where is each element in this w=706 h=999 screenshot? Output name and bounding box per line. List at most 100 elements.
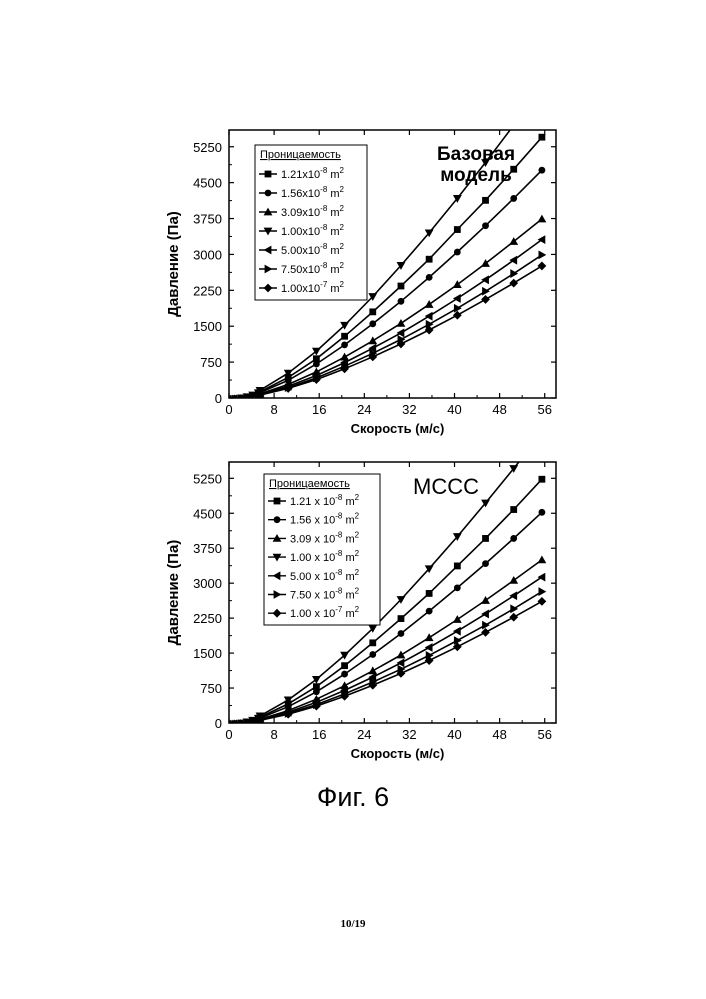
y-tick-label: 0 (215, 716, 222, 731)
data-point (509, 576, 518, 584)
chart-title: MCCC (413, 474, 479, 499)
data-point (539, 587, 547, 596)
legend-label: 1.00 x 10-7 m2 (290, 605, 360, 620)
legend-label: 1.00x10-7 m2 (281, 280, 345, 295)
y-axis-label: Давление (Па) (165, 211, 182, 317)
x-tick-label: 16 (312, 727, 326, 742)
data-point (510, 535, 517, 542)
legend-label: 1.00x10-8 m2 (281, 223, 345, 238)
y-tick-label: 0 (215, 391, 222, 406)
data-point (426, 256, 433, 263)
page-number: 10/19 (0, 918, 706, 930)
data-point (369, 651, 376, 658)
legend-title: Проницаемость (260, 149, 341, 161)
legend-marker (274, 498, 281, 505)
legend-title: Проницаемость (269, 478, 350, 490)
data-point (398, 630, 405, 637)
x-tick-label: 56 (537, 402, 551, 417)
data-point (426, 608, 433, 615)
legend-label: 1.21 x 10-8 m2 (290, 493, 360, 508)
data-point (538, 215, 547, 223)
y-tick-label: 4500 (193, 176, 222, 191)
data-point (368, 336, 377, 344)
y-tick-label: 4500 (193, 506, 222, 521)
data-point (425, 300, 434, 308)
y-tick-label: 3750 (193, 212, 222, 227)
x-tick-label: 8 (270, 727, 277, 742)
data-point (313, 688, 320, 695)
data-point (425, 312, 433, 321)
x-tick-label: 32 (402, 402, 416, 417)
data-point (482, 621, 490, 630)
y-tick-label: 1500 (193, 646, 222, 661)
data-point (482, 287, 490, 296)
data-point (369, 308, 376, 315)
y-tick-label: 750 (200, 681, 222, 696)
data-point (398, 283, 405, 290)
data-point (509, 122, 518, 130)
x-tick-label: 24 (357, 402, 371, 417)
legend-label: 1.00 x 10-8 m2 (290, 549, 360, 564)
y-tick-label: 1500 (193, 319, 222, 334)
data-point (454, 563, 461, 570)
data-point (509, 591, 517, 600)
data-point (398, 298, 405, 305)
data-point (509, 613, 518, 622)
x-axis-label: Скорость (м/с) (351, 421, 445, 436)
chart-2: 0816243240485607501500225030003750450052… (165, 429, 556, 761)
data-point (341, 333, 348, 340)
data-point (539, 509, 546, 516)
legend-label: 3.09 x 10-8 m2 (290, 530, 360, 545)
legend-label: 1.56 x 10-8 m2 (290, 512, 360, 527)
chart-title: Базоваямодель (437, 144, 515, 186)
y-axis-label: Давление (Па) (165, 540, 182, 646)
data-point (313, 361, 320, 368)
data-point (481, 596, 490, 604)
data-point (510, 506, 517, 513)
data-point (538, 573, 546, 582)
data-point (341, 671, 348, 678)
data-point (509, 279, 518, 288)
data-point (425, 643, 433, 652)
data-point (538, 555, 547, 563)
y-tick-label: 3000 (193, 576, 222, 591)
data-point (539, 251, 547, 260)
x-tick-label: 24 (357, 727, 371, 742)
x-tick-label: 40 (447, 727, 461, 742)
data-point (426, 274, 433, 281)
data-point (426, 590, 433, 597)
legend-marker (265, 171, 272, 178)
x-tick-label: 48 (492, 727, 506, 742)
x-tick-label: 56 (537, 727, 551, 742)
legend-label: 7.50x10-8 m2 (281, 261, 345, 276)
data-point (510, 604, 518, 613)
legend-label: 1.56x10-8 m2 (281, 185, 345, 200)
legend-label: 5.00 x 10-8 m2 (290, 568, 360, 583)
x-tick-label: 48 (492, 402, 506, 417)
data-point (453, 294, 461, 303)
legend-label: 7.50 x 10-8 m2 (290, 587, 360, 602)
data-point (454, 249, 461, 256)
legend-marker (265, 190, 272, 197)
y-tick-label: 5250 (193, 471, 222, 486)
y-tick-label: 3750 (193, 541, 222, 556)
data-point (369, 320, 376, 327)
data-point (398, 615, 405, 622)
data-point (538, 262, 547, 271)
data-point (510, 195, 517, 202)
y-tick-label: 3000 (193, 247, 222, 262)
data-point (369, 639, 376, 646)
data-point (482, 197, 489, 204)
legend-marker (274, 516, 281, 523)
data-point (341, 341, 348, 348)
x-tick-label: 16 (312, 402, 326, 417)
data-point (341, 662, 348, 669)
data-point (454, 584, 461, 591)
data-point (312, 676, 321, 684)
y-tick-label: 5250 (193, 140, 222, 155)
x-tick-label: 32 (402, 727, 416, 742)
legend: Проницаемость 1.21 x 10-8 m2 1.56 x 10-8 m… (264, 474, 380, 625)
x-tick-label: 0 (225, 402, 232, 417)
x-tick-label: 40 (447, 402, 461, 417)
